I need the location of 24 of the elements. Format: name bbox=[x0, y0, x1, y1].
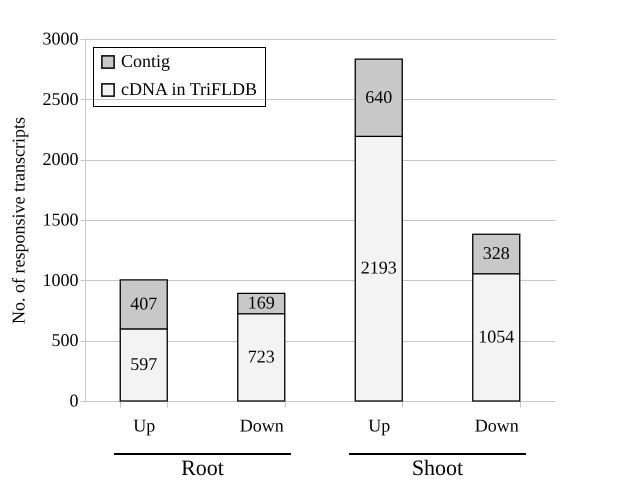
data-label: 407 bbox=[130, 293, 158, 314]
y-tick-label: 500 bbox=[52, 330, 78, 350]
text: Shoot bbox=[410, 455, 464, 481]
x-tick-label: Down bbox=[474, 416, 519, 436]
y-tick-label: 2500 bbox=[42, 88, 78, 109]
y-axis-title: No. of responsive transcripts bbox=[8, 117, 28, 324]
data-label: 328 bbox=[482, 243, 510, 264]
y-tick-label: 1000 bbox=[42, 270, 78, 290]
data-label: 169 bbox=[248, 292, 275, 313]
legend-label: Contig bbox=[121, 51, 170, 71]
text: Root bbox=[180, 455, 225, 481]
legend-label: cDNA in TriFLDB bbox=[121, 79, 258, 99]
x-tick-label: Up bbox=[133, 416, 156, 436]
y-tick-label: 2000 bbox=[42, 149, 78, 170]
data-label: 2193 bbox=[360, 258, 397, 278]
x-tick-label: Down bbox=[240, 416, 284, 436]
y-tick-label: 3000 bbox=[42, 28, 78, 48]
data-label: 597 bbox=[130, 354, 158, 374]
data-label: 640 bbox=[365, 86, 392, 107]
y-tick-label: 1500 bbox=[42, 210, 78, 230]
data-label: 1054 bbox=[478, 326, 514, 346]
x-tick-label: Up bbox=[368, 416, 390, 436]
y-tick-label: 0 bbox=[70, 390, 78, 410]
data-label: 723 bbox=[248, 346, 275, 366]
